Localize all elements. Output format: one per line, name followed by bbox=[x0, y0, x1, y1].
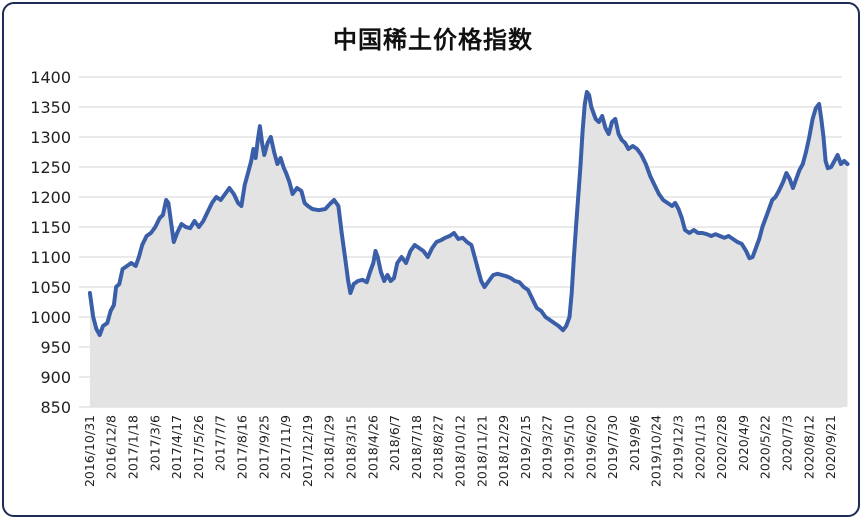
chart-title: 中国稀土价格指数 bbox=[333, 26, 533, 54]
y-tick-label: 1350 bbox=[30, 98, 71, 117]
x-tick-label: 2020/5/22 bbox=[758, 415, 773, 479]
series-area bbox=[87, 90, 850, 407]
x-tick-label: 2019/3/27 bbox=[540, 415, 555, 479]
y-tick-label: 1150 bbox=[30, 218, 71, 237]
x-tick-label: 2020/7/3 bbox=[780, 415, 795, 471]
x-tick-label: 2017/4/17 bbox=[169, 415, 184, 479]
x-tick-label: 2017/11/9 bbox=[278, 415, 293, 479]
x-tick-label: 2017/12/19 bbox=[300, 415, 315, 487]
x-tick-label: 2017/3/6 bbox=[147, 415, 162, 471]
x-tick-label: 2018/10/12 bbox=[453, 415, 468, 487]
x-tick-label: 2019/10/24 bbox=[649, 415, 664, 487]
x-tick-label: 2020/4/9 bbox=[736, 415, 751, 471]
y-tick-label: 950 bbox=[40, 338, 71, 357]
x-tick-label: 2019/5/10 bbox=[562, 415, 577, 479]
x-tick-label: 2017/7/7 bbox=[213, 415, 228, 471]
x-tick-label: 2018/1/29 bbox=[322, 415, 337, 479]
x-tick-label: 2020/1/13 bbox=[692, 415, 707, 479]
y-tick-label: 1200 bbox=[30, 188, 71, 207]
x-tick-label: 2019/9/6 bbox=[627, 415, 642, 471]
x-tick-label: 2016/12/8 bbox=[104, 415, 119, 479]
x-tick-label: 2019/12/3 bbox=[671, 415, 686, 479]
x-tick-label: 2020/2/28 bbox=[714, 415, 729, 479]
x-tick-label: 2019/7/30 bbox=[605, 415, 620, 479]
x-axis-ticks: 2016/10/31 2016/12/8 2017/1/18 2017/3/6 2017… bbox=[82, 415, 838, 487]
x-tick-label: 2018/12/29 bbox=[496, 415, 511, 487]
x-tick-label: 2016/10/31 bbox=[82, 415, 97, 487]
x-tick-label: 2018/4/26 bbox=[365, 415, 380, 479]
x-tick-label: 2017/5/26 bbox=[191, 415, 206, 479]
y-tick-label: 1000 bbox=[30, 308, 71, 327]
x-tick-label: 2017/9/25 bbox=[256, 415, 271, 479]
x-tick-label: 2018/3/15 bbox=[344, 415, 359, 479]
x-tick-label: 2018/8/27 bbox=[431, 415, 446, 479]
y-tick-label: 1050 bbox=[30, 278, 71, 297]
x-tick-label: 2018/11/21 bbox=[474, 415, 489, 487]
y-axis-ticks: 850 900 950 1000 1050 1100 1150 1200 1250 1300 135… bbox=[30, 68, 71, 417]
y-tick-label: 1100 bbox=[30, 248, 71, 267]
x-tick-label: 2019/6/20 bbox=[583, 415, 598, 479]
x-tick-label: 2018/6/7 bbox=[387, 415, 402, 471]
x-tick-label: 2020/9/21 bbox=[823, 415, 838, 479]
y-tick-label: 1400 bbox=[30, 68, 71, 87]
series-line bbox=[87, 90, 850, 337]
x-tick-label: 2019/2/15 bbox=[518, 415, 533, 479]
x-tick-label: 2018/7/18 bbox=[409, 415, 424, 479]
x-tick-label: 2020/8/12 bbox=[801, 415, 816, 479]
series-fill bbox=[89, 92, 848, 407]
y-tick-label: 900 bbox=[40, 368, 71, 387]
x-tick-label: 2017/1/18 bbox=[126, 415, 141, 479]
x-tick-label: 2017/8/16 bbox=[235, 415, 250, 479]
y-tick-label: 1250 bbox=[30, 158, 71, 177]
y-tick-label: 850 bbox=[40, 398, 71, 417]
y-tick-label: 1300 bbox=[30, 128, 71, 147]
